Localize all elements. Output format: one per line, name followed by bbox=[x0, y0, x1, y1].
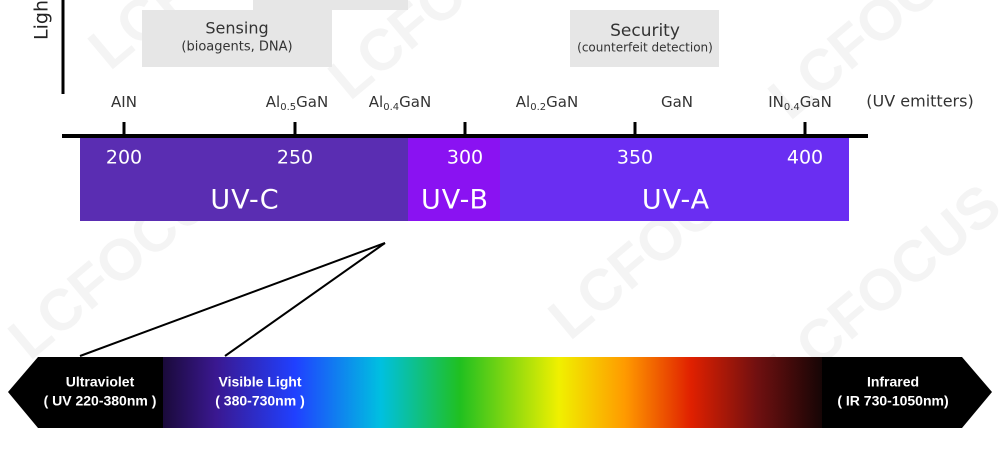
spectrum-name: Ultraviolet bbox=[66, 374, 135, 390]
emitters: AIN Al0.5GaN Al0.4GaN Al0.2GaN GaN IN0.4GaN bbox=[111, 93, 832, 114]
emitter-base: Al bbox=[266, 93, 280, 111]
application-title: Sensing bbox=[205, 19, 268, 38]
band-label: UV-B bbox=[421, 185, 489, 216]
application-detail: (bioagents, DNA) bbox=[181, 40, 292, 55]
emitter-sub: 0.4 bbox=[383, 102, 399, 113]
spectrum-range: ( UV 220-380nm ) bbox=[44, 393, 157, 409]
axis-label: Ligh bbox=[31, 0, 53, 40]
emitter-rest: GaN bbox=[296, 93, 328, 111]
application-box bbox=[570, 10, 719, 67]
band-uvc bbox=[80, 138, 409, 221]
spectrum-ir bbox=[822, 357, 992, 428]
tick-label: 250 bbox=[277, 147, 313, 169]
emitter-label: GaN bbox=[661, 93, 693, 111]
emitter-sub: 0.2 bbox=[530, 102, 546, 113]
emitter-sub: 0.5 bbox=[280, 102, 296, 113]
application-detail: (counterfeit detection) bbox=[577, 41, 713, 55]
zoom-line bbox=[224, 242, 386, 357]
ticks: 200 250 300 350 400 bbox=[106, 122, 823, 169]
emitter-label: Al0.4GaN bbox=[369, 93, 431, 114]
spectrum-range: ( 380-730nm ) bbox=[215, 393, 304, 409]
box bbox=[253, 0, 408, 10]
application-title: Security bbox=[610, 21, 680, 41]
tick-label: 400 bbox=[787, 147, 823, 169]
application-box bbox=[142, 10, 332, 67]
emitter-base: AIN bbox=[111, 93, 137, 111]
emitter-sub: 0.4 bbox=[784, 102, 800, 113]
spectrum-name: Infrared bbox=[867, 374, 919, 390]
band-label: UV-A bbox=[642, 185, 710, 216]
emitter-rest: GaN bbox=[800, 93, 832, 111]
spectrum-uv bbox=[8, 357, 164, 428]
emitter-rest: GaN bbox=[546, 93, 578, 111]
watermark: LCFOCUS bbox=[316, 0, 573, 112]
tick-label: 350 bbox=[617, 147, 653, 169]
emitter-label: IN0.4GaN bbox=[768, 93, 832, 114]
emitter-label: Al0.5GaN bbox=[266, 93, 328, 114]
emitter-rest: GaN bbox=[399, 93, 431, 111]
spectrum-range: ( IR 730-1050nm) bbox=[837, 393, 948, 409]
spectrum-visible bbox=[163, 357, 823, 428]
emitter-base: IN bbox=[768, 93, 784, 111]
emitters-caption: (UV emitters) bbox=[866, 92, 973, 111]
emitter-label: Al0.2GaN bbox=[516, 93, 578, 114]
emitter-base: Al bbox=[516, 93, 530, 111]
zoom-line bbox=[79, 242, 386, 357]
band-uva bbox=[500, 138, 849, 221]
emitter-base: GaN bbox=[661, 93, 693, 111]
band-uvb bbox=[408, 138, 501, 221]
emitter-base: Al bbox=[369, 93, 383, 111]
band-label: UV-C bbox=[210, 185, 279, 216]
emitter-label: AIN bbox=[111, 93, 137, 111]
spectrum-name: Visible Light bbox=[219, 374, 302, 390]
tick-label: 300 bbox=[447, 147, 483, 169]
tick-label: 200 bbox=[106, 147, 142, 169]
